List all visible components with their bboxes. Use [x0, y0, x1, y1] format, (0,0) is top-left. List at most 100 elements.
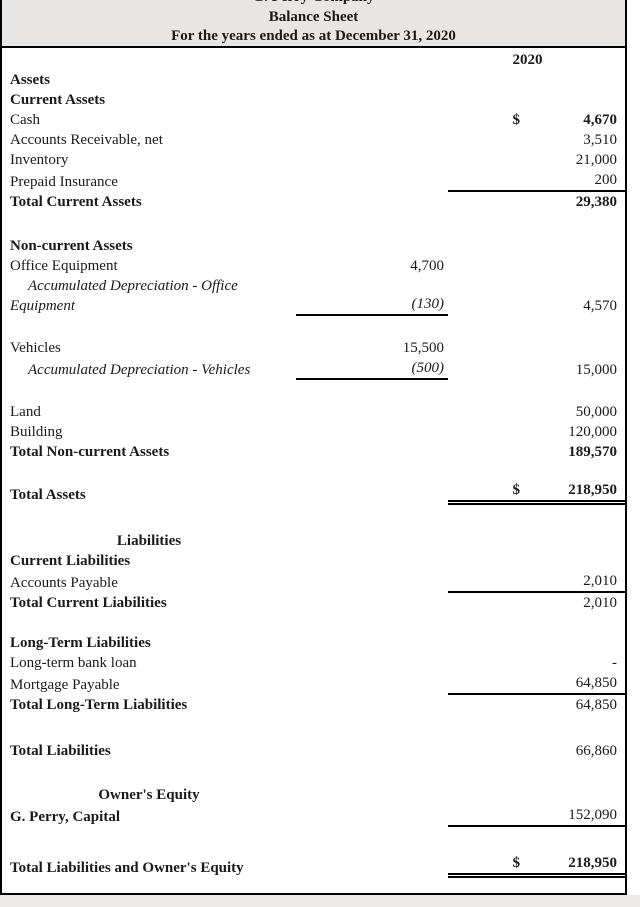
- value-cell: 64,850: [448, 673, 625, 695]
- value-cell: 15,000: [448, 360, 625, 380]
- row-label: Land: [10, 404, 41, 420]
- value-cell: 50,000: [448, 402, 625, 422]
- row-label: Assets: [10, 72, 50, 88]
- row-label: Total Non-current Assets: [10, 444, 170, 460]
- row-label: G. Perry, Capital: [10, 809, 120, 825]
- row-value: 4,670: [583, 112, 617, 128]
- row-value: 2,010: [583, 595, 617, 611]
- row-value: 218,950: [568, 482, 617, 498]
- line-inventory: Inventory 21,000: [2, 150, 625, 170]
- row-label: Current Liabilities: [10, 553, 131, 569]
- report-title: Balance Sheet: [268, 9, 359, 25]
- row-label: Total Assets: [10, 487, 86, 503]
- row-value: 21,000: [575, 152, 617, 168]
- section-owners-equity: Owner's Equity: [2, 785, 625, 805]
- row-label: Current Assets: [10, 92, 106, 108]
- line-accounts-receivable: Accounts Receivable, net 3,510: [2, 130, 625, 150]
- row-value: 218,950: [568, 855, 617, 871]
- row-label: Total Liabilities and Owner's Equity: [10, 860, 244, 876]
- value-cell: $4,670: [448, 110, 625, 130]
- row-label: Long-term bank loan: [10, 655, 137, 671]
- total-liabilities-and-owners-equity: Total Liabilities and Owner's Equity $218…: [2, 853, 625, 878]
- row-label: Building: [10, 424, 63, 440]
- row-value: 4,570: [583, 298, 617, 314]
- total-long-term-liabilities: Total Long-Term Liabilities 64,850: [2, 695, 625, 715]
- row-value: 64,850: [575, 697, 617, 713]
- spacer: [2, 715, 625, 741]
- value-cell: 200: [448, 170, 625, 192]
- spacer: [2, 613, 625, 633]
- spacer: [2, 212, 625, 236]
- section-noncurrent-assets: Non-current Assets: [2, 236, 625, 256]
- value-cell: 2,010: [448, 571, 625, 593]
- line-building: Building 120,000: [2, 422, 625, 442]
- dollar-sign: $: [512, 112, 521, 128]
- total-current-liabilities: Total Current Liabilities 2,010: [2, 593, 625, 613]
- row-label: Total Current Assets: [10, 194, 142, 210]
- mid-value: (130): [296, 294, 448, 316]
- row-label-line1: Accumulated Depreciation - Office: [28, 278, 238, 294]
- value-cell: 29,380: [448, 192, 625, 212]
- section-current-liabilities: Current Liabilities: [2, 551, 625, 571]
- row-value: 66,860: [575, 743, 617, 759]
- row-label: Long-Term Liabilities: [10, 635, 151, 651]
- section-current-assets: Current Assets: [2, 90, 625, 110]
- spacer: [2, 505, 625, 531]
- company-name-clipped: G. Perry Company: [2, 0, 625, 8]
- total-noncurrent-assets: Total Non-current Assets 189,570: [2, 442, 625, 462]
- row-label: Liabilities: [116, 533, 182, 549]
- value-cell: 3,510: [448, 130, 625, 150]
- value-cell: 2,010: [448, 593, 625, 613]
- spacer: [2, 316, 625, 338]
- section-long-term-liabilities: Long-Term Liabilities: [2, 633, 625, 653]
- row-value: 29,380: [575, 194, 617, 210]
- row-label: Vehicles: [10, 340, 61, 356]
- dollar-sign: $: [512, 482, 521, 498]
- line-office-equipment: Office Equipment 4,700: [2, 256, 625, 276]
- value-cell: -: [448, 653, 625, 673]
- balance-sheet: G. Perry Company Balance Sheet For the y…: [0, 0, 627, 895]
- row-label-line2: Equipment: [10, 298, 75, 314]
- row-value: 3,510: [583, 132, 617, 148]
- line-accum-dep-vehicles: Accumulated Depreciation - Vehicles (500)…: [2, 358, 625, 380]
- row-label: Accumulated Depreciation - Office Equipme…: [2, 276, 296, 316]
- row-label: Non-current Assets: [10, 238, 133, 254]
- row-label: Total Liabilities: [10, 743, 111, 759]
- spacer: [2, 761, 625, 785]
- row-value: 189,570: [568, 444, 617, 460]
- total-current-assets: Total Current Assets 29,380: [2, 192, 625, 212]
- row-value: 120,000: [568, 424, 617, 440]
- row-value: 15,000: [575, 362, 617, 378]
- rows: 2020 Assets Current Assets Cash $4,670 Accoun…: [2, 48, 625, 878]
- line-land: Land 50,000: [2, 402, 625, 422]
- line-accounts-payable: Accounts Payable 2,010: [2, 571, 625, 593]
- row-label: Inventory: [10, 152, 69, 168]
- row-label: Mortgage Payable: [10, 677, 120, 693]
- value-cell: $218,950: [448, 480, 625, 505]
- mid-value: 15,500: [402, 340, 444, 356]
- line-mortgage-payable: Mortgage Payable 64,850: [2, 673, 625, 695]
- value-cell: 4,570: [448, 296, 625, 316]
- row-label: Cash: [10, 112, 40, 128]
- company-name-text: G. Perry Company: [2, 0, 625, 7]
- value-cell: 64,850: [448, 695, 625, 715]
- value-cell: 66,860: [448, 741, 625, 761]
- row-value: 200: [594, 172, 618, 188]
- value-cell: 189,570: [448, 442, 625, 462]
- row-value: 2,010: [583, 573, 617, 589]
- row-value: 64,850: [575, 675, 617, 691]
- sheet-header: G. Perry Company Balance Sheet For the y…: [2, 0, 625, 48]
- mid-value: 4,700: [410, 258, 444, 274]
- line-cash: Cash $4,670: [2, 110, 625, 130]
- row-label: Accumulated Depreciation - Vehicles: [28, 362, 251, 378]
- report-period: For the years ended as at December 31, 2…: [171, 28, 456, 44]
- page-background-strip: [0, 895, 640, 907]
- section-liabilities: Liabilities: [2, 531, 625, 551]
- value-cell: 120,000: [448, 422, 625, 442]
- row-label: Total Long-Term Liabilities: [10, 697, 188, 713]
- value-cell: 152,090: [448, 805, 625, 827]
- line-accum-dep-office-equipment: Accumulated Depreciation - Office Equipme…: [2, 276, 625, 316]
- row-value: 50,000: [575, 404, 617, 420]
- line-vehicles: Vehicles 15,500: [2, 338, 625, 358]
- row-value: 152,090: [568, 807, 617, 823]
